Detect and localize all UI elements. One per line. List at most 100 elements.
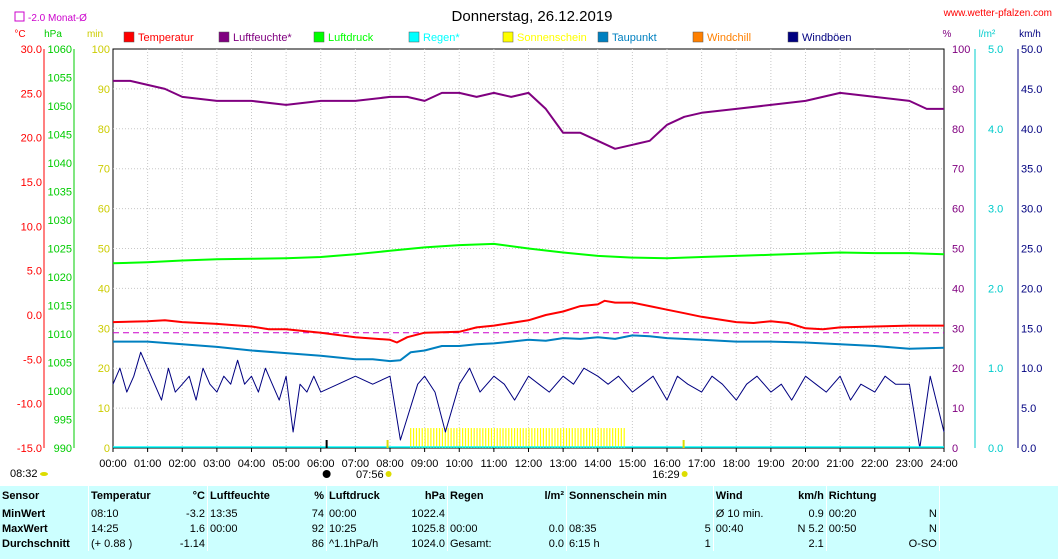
sunshine-bar [557, 428, 559, 448]
temperature-tick-label: -5.0 [23, 354, 42, 366]
x-tick-label: 19:00 [757, 458, 785, 470]
empty-cell [938, 506, 1044, 521]
temperature-tick-label: 30.0 [21, 44, 42, 56]
x-tick-label: 00:00 [99, 458, 127, 470]
weather-chart: Donnerstag, 26.12.2019 www.wetter-pfalze… [10, 8, 1052, 481]
x-tick-label: 12:00 [515, 458, 543, 470]
sunshine-bar [545, 428, 547, 448]
x-tick-label: 13:00 [549, 458, 577, 470]
legend-swatch [313, 31, 325, 43]
temp-time: (+ 0.88 ) [88, 536, 173, 551]
sunshine-bar [444, 428, 446, 448]
sunshine-unit-label: min [87, 29, 103, 40]
sunshine-tick-label: 30 [98, 323, 110, 335]
sunshine-bar [424, 428, 426, 448]
cloud-sun-icon [40, 472, 48, 476]
sunshine-bar [508, 428, 510, 448]
rain-tick-label: 0.0 [988, 443, 1003, 455]
sunshine-bar [447, 428, 449, 448]
sunshine-bar [493, 428, 495, 448]
x-tick-label: 24:00 [930, 458, 958, 470]
wind-tick-label: 45.0 [1021, 84, 1042, 96]
sunshine-bar [438, 428, 441, 448]
month-avg-legend-icon [14, 11, 25, 22]
dir-val: O-SO [908, 537, 937, 550]
sunshine-bar [418, 428, 420, 448]
pressure-tick-label: 990 [54, 443, 72, 455]
pressure-series-line [112, 242, 945, 265]
temperature-tick-label: -10.0 [17, 399, 42, 411]
summary-panel: Sensor Temperatur °C Luftfeuchte % Luftd… [0, 486, 1058, 559]
sunshine-bar [467, 428, 469, 448]
wind-tick-label: 35.0 [1021, 164, 1042, 176]
sunshine-bar [577, 428, 579, 448]
empty-cell [938, 521, 1044, 536]
col-humidity: Luftfeuchte [207, 486, 292, 506]
sunshine-tick-label: 0 [104, 443, 110, 455]
x-tick-label: 02:00 [168, 458, 196, 470]
sunshine-bar [470, 428, 472, 448]
rain-time [447, 506, 532, 521]
wind-val: 2.1 [808, 537, 824, 550]
rain-tick-label: 2.0 [988, 283, 1003, 295]
pressure-tick-label: 995 [54, 415, 72, 427]
temp-time: 14:25 [88, 521, 173, 536]
temperature-tick-label: 25.0 [21, 88, 42, 100]
temperature-tick-label: 20.0 [21, 133, 42, 145]
pressure-tick-label: 1000 [48, 386, 72, 398]
sunshine-tick-label: 10 [98, 403, 110, 415]
temperature-series-line [112, 299, 944, 344]
rain-unit-label: l/m² [979, 29, 996, 40]
x-tick-label: 08:00 [376, 458, 404, 470]
x-tick-label: 18:00 [722, 458, 750, 470]
press-time: ^1.1hPa/h [326, 536, 405, 551]
legend-swatch [787, 31, 799, 43]
sunshine-bar [539, 428, 542, 448]
pressure-tick-label: 1035 [48, 187, 72, 199]
x-tick-label: 14:00 [584, 458, 612, 470]
temp-val: -1.14 [179, 537, 205, 550]
sunshine-bar [490, 428, 493, 448]
sunshine-bar [600, 428, 602, 448]
rain-val: 0.0 [548, 522, 564, 535]
sun-val [669, 506, 714, 521]
col-humidity-unit: % [314, 490, 324, 502]
press-val: 1024.0 [411, 537, 445, 550]
pressure-tick-label: 1025 [48, 244, 72, 256]
col-rain: Regen [447, 486, 532, 506]
x-tick-label: 15:00 [619, 458, 647, 470]
sunshine-tick-label: 80 [98, 124, 110, 136]
sunshine-bar [554, 428, 556, 448]
sunshine-bar [415, 428, 418, 448]
sunshine-bar [436, 428, 438, 448]
temperature-tick-label: 0.0 [27, 310, 42, 322]
sun-time: 6:15 h [565, 536, 669, 551]
site-link[interactable]: www.wetter-pfalzen.com [943, 8, 1052, 19]
pressure-tick-label: 1030 [48, 215, 72, 227]
wind-time: 00:40 [712, 521, 788, 536]
sunshine-bar [487, 428, 490, 448]
humidity-tick-label: 60 [952, 204, 964, 216]
humidity-tick-label: 30 [952, 323, 964, 335]
legend-label: Sonnenschein [517, 32, 587, 44]
legend-swatch [597, 31, 609, 43]
sunshine-tick-label: 100 [92, 44, 110, 56]
sunshine-bar [568, 428, 570, 448]
temperature-tick-label: 15.0 [21, 177, 42, 189]
humidity-tick-label: 50 [952, 244, 964, 256]
x-tick-label: 11:00 [481, 458, 508, 470]
sunshine-bar [588, 428, 591, 448]
empty-cell [938, 536, 1044, 551]
pressure-tick-label: 1010 [48, 329, 72, 341]
sunshine-tick-label: 40 [98, 283, 110, 295]
temperature-tick-label: 5.0 [27, 266, 42, 278]
x-tick-label: 09:00 [411, 458, 439, 470]
wind-unit-label: km/h [1019, 29, 1041, 40]
row-label: Durchschnitt [2, 537, 70, 550]
wind-tick-label: 40.0 [1021, 124, 1042, 136]
press-time: 10:25 [326, 521, 405, 536]
col-direction: Richtung [825, 486, 901, 506]
sunshine-bar [565, 428, 568, 448]
humidity-unit-label: % [943, 29, 952, 40]
col-rain-unit: l/m² [544, 490, 564, 502]
